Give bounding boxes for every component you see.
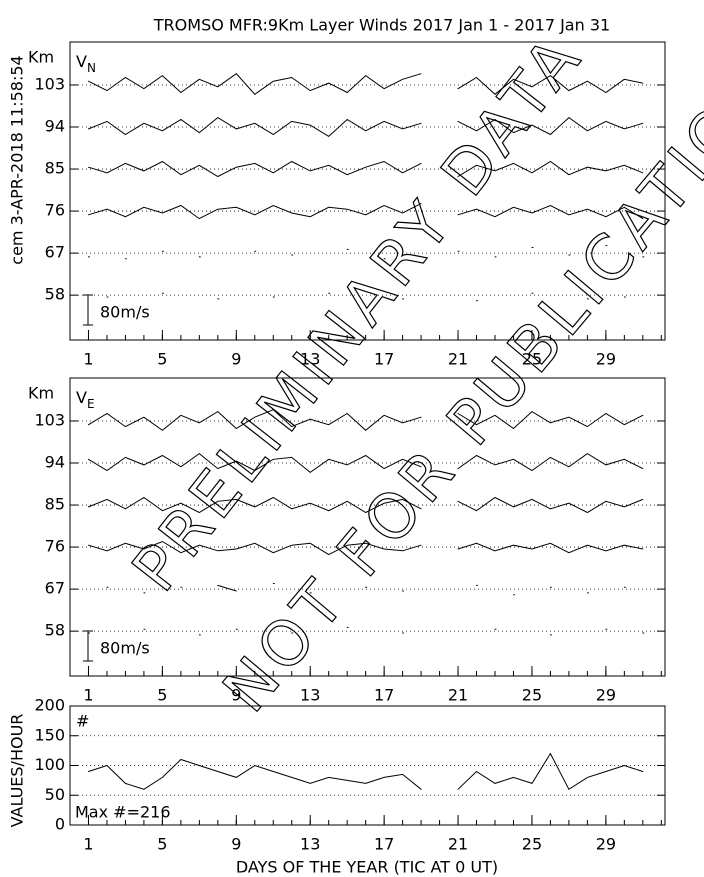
y-tick-label: 50 — [45, 785, 65, 804]
trace — [457, 542, 644, 554]
panel-label: # — [76, 712, 89, 731]
y-tick-label: 76 — [45, 201, 65, 220]
trace — [88, 73, 422, 95]
trace — [217, 584, 237, 592]
x-tick-label: 5 — [157, 686, 167, 705]
y-tick-label: 94 — [45, 117, 65, 136]
trace — [88, 758, 422, 790]
trace — [88, 409, 422, 431]
panel-label-main: V — [76, 388, 87, 407]
y-tick-label: 67 — [45, 243, 65, 262]
panel-label-sub: E — [87, 397, 95, 411]
scale-bar-label: 80m/s — [100, 639, 150, 658]
trace — [457, 74, 644, 95]
x-tick-label: 17 — [374, 835, 394, 854]
x-tick-label: 17 — [374, 686, 394, 705]
trace — [88, 540, 422, 556]
y-tick-label: 94 — [45, 453, 65, 472]
y-tick-label: 85 — [45, 495, 65, 514]
y-tick-label: 200 — [34, 696, 65, 715]
panel-label: VN — [76, 52, 96, 75]
x-tick-label: 29 — [596, 350, 616, 369]
x-tick-label: 5 — [157, 835, 167, 854]
x-axis-label: DAYS OF THE YEAR (TIC AT 0 UT) — [236, 858, 498, 877]
y-tick-label: 0 — [55, 815, 65, 834]
trace — [457, 160, 644, 177]
y-unit-label: Km — [28, 48, 54, 67]
scale-bar — [83, 630, 93, 662]
y-tick-label: 100 — [34, 755, 65, 774]
trace — [88, 452, 422, 474]
trace — [457, 752, 644, 791]
y-tick-label: 150 — [34, 725, 65, 744]
y-tick-label: 103 — [34, 74, 65, 93]
panel-label-main: V — [76, 52, 87, 71]
y-tick-label: 85 — [45, 159, 65, 178]
y-tick-label: 76 — [45, 537, 65, 556]
max-label: Max #=216 — [75, 803, 171, 822]
plot-frame — [69, 41, 666, 341]
x-tick-label: 21 — [448, 350, 468, 369]
x-tick-label: 1 — [83, 686, 93, 705]
trace — [457, 116, 644, 136]
trace — [457, 204, 644, 220]
trace — [457, 496, 644, 514]
x-tick-label: 21 — [448, 686, 468, 705]
x-tick-label: 13 — [300, 350, 320, 369]
x-tick-label: 29 — [596, 835, 616, 854]
y-tick-label: 58 — [45, 621, 65, 640]
trace — [88, 496, 422, 514]
trace — [457, 410, 644, 430]
trace — [88, 116, 422, 138]
x-tick-label: 17 — [374, 350, 394, 369]
trace — [457, 453, 644, 472]
x-tick-label: 9 — [231, 686, 241, 705]
x-tick-label: 21 — [448, 835, 468, 854]
panel-label: VE — [76, 388, 95, 411]
x-tick-label: 13 — [300, 835, 320, 854]
y-tick-label: 103 — [34, 410, 65, 429]
scale-bar-label: 80m/s — [100, 303, 150, 322]
x-tick-label: 5 — [157, 350, 167, 369]
y-tick-label: 67 — [45, 579, 65, 598]
trace — [88, 160, 422, 178]
x-tick-label: 29 — [596, 686, 616, 705]
y-unit-label: Km — [28, 384, 54, 403]
y-tick-label: 58 — [45, 285, 65, 304]
x-tick-label: 25 — [522, 686, 542, 705]
x-tick-label: 9 — [231, 350, 241, 369]
scale-bar — [83, 294, 93, 326]
x-tick-label: 13 — [300, 686, 320, 705]
x-tick-label: 1 — [83, 835, 93, 854]
x-tick-label: 25 — [522, 350, 542, 369]
panel-label-sub: N — [87, 61, 96, 75]
x-tick-label: 1 — [83, 350, 93, 369]
trace — [88, 203, 422, 220]
plot-frame — [69, 377, 666, 677]
x-tick-label: 25 — [522, 835, 542, 854]
x-tick-label: 9 — [231, 835, 241, 854]
side-label: cem 3-APR-2018 11:58:54 — [8, 55, 27, 264]
y-axis-label: VALUES/HOUR — [8, 714, 27, 828]
chart-title: TROMSO MFR:9Km Layer Winds 2017 Jan 1 - … — [153, 16, 610, 35]
